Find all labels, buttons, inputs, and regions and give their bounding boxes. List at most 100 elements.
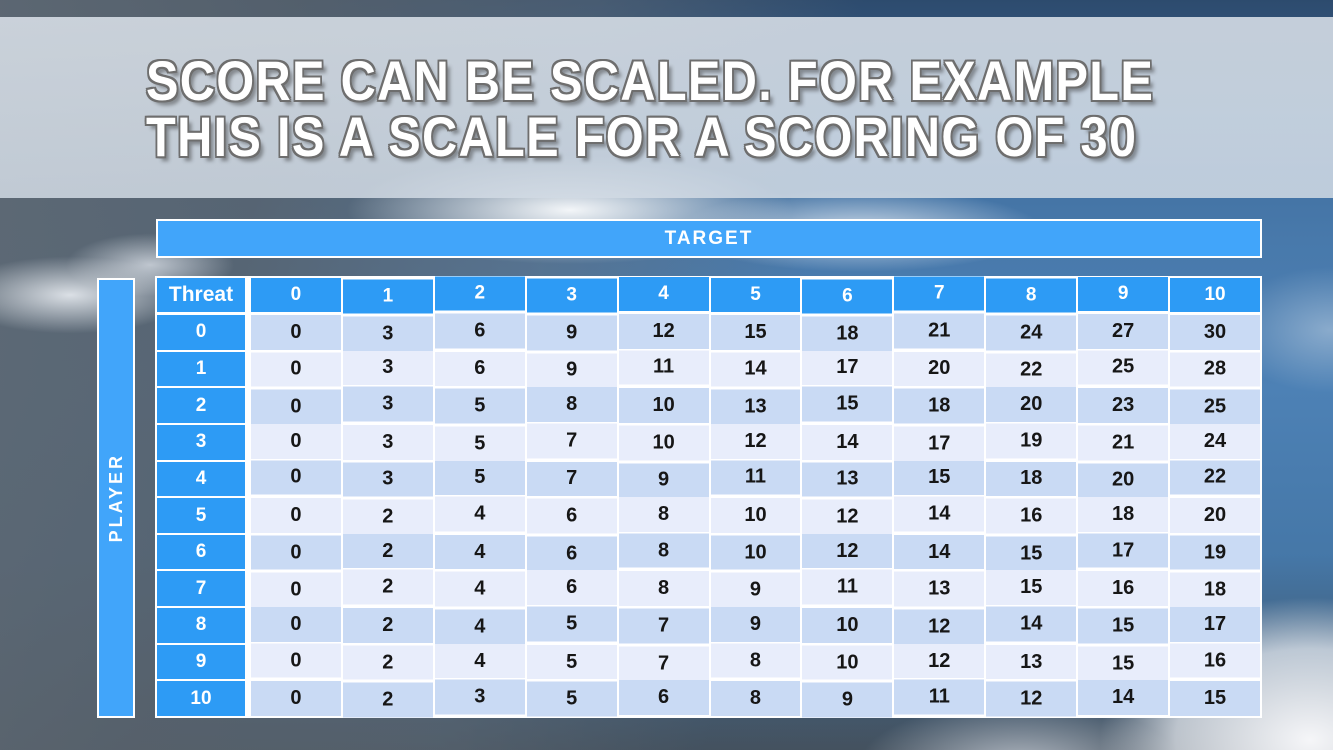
table-row-9: 9 0 2 4 5 7 8 10 12 13 15 16 — [157, 643, 1260, 681]
score-cell-r5-c4: 8 — [618, 497, 709, 532]
row-header-3: 3 — [157, 424, 245, 460]
table-row-5: 5 0 2 4 6 8 10 12 14 16 18 20 — [157, 496, 1260, 535]
row-header-2: 2 — [157, 388, 245, 423]
score-cell-r9-c8: 13 — [986, 644, 1077, 680]
row-header-9: 9 — [157, 644, 245, 680]
score-cell-r7-c3: 6 — [526, 570, 617, 606]
title-line-2: THIS IS A SCALE FOR A SCORING OF 30 — [146, 105, 1138, 168]
score-cell-r0-c4: 12 — [618, 314, 709, 349]
table-row-10: 10 0 2 3 5 6 8 9 11 12 14 15 — [157, 679, 1260, 718]
score-cell-r7-c5: 9 — [710, 572, 801, 608]
matrix-header-row: Threat 0 1 2 3 4 5 6 7 8 9 10 — [157, 276, 1260, 314]
row-header-10: 10 — [157, 681, 245, 717]
score-cell-r7-c9: 16 — [1078, 571, 1169, 607]
score-cell-r9-c6: 10 — [802, 645, 893, 680]
player-axis-bar: PLAYER — [97, 278, 135, 718]
score-cell-r10-c2: 3 — [434, 679, 525, 715]
table-row-1: 1 0 3 6 9 11 14 17 20 22 25 28 — [157, 350, 1260, 388]
score-cell-r6-c2: 4 — [434, 534, 525, 570]
score-cell-r5-c3: 6 — [526, 498, 617, 534]
score-cell-r3-c7: 17 — [894, 426, 985, 462]
score-cell-r3-c8: 19 — [986, 423, 1077, 459]
score-cell-r3-c3: 7 — [526, 423, 617, 459]
score-cell-r0-c8: 24 — [986, 315, 1077, 351]
score-cell-r2-c9: 23 — [1078, 388, 1169, 423]
score-cell-r10-c4: 6 — [618, 680, 709, 716]
score-cell-r7-c10: 18 — [1170, 572, 1260, 608]
score-cell-r10-c7: 11 — [894, 679, 985, 715]
score-cell-r3-c2: 5 — [434, 426, 525, 462]
score-cell-r4-c1: 3 — [342, 462, 433, 497]
score-cell-r0-c1: 3 — [342, 316, 433, 352]
score-cell-r6-c5: 10 — [710, 535, 801, 570]
score-cell-r9-c9: 15 — [1078, 646, 1169, 681]
score-cell-r5-c1: 2 — [342, 499, 433, 535]
score-cell-r7-c2: 4 — [434, 571, 525, 607]
score-cell-r10-c3: 5 — [526, 681, 617, 717]
score-cell-r4-c6: 13 — [802, 462, 893, 497]
score-cell-r1-c1: 3 — [342, 350, 433, 386]
score-cell-r5-c5: 10 — [710, 498, 801, 533]
score-cell-r6-c4: 8 — [618, 533, 709, 568]
score-cell-r0-c10: 30 — [1170, 315, 1260, 350]
score-cell-r1-c3: 9 — [526, 353, 617, 388]
score-cell-r4-c8: 18 — [986, 461, 1077, 497]
target-axis-label: TARGET — [664, 227, 754, 249]
score-cell-r4-c9: 20 — [1078, 463, 1169, 498]
slide-title: SCORE CAN BE SCALED. FOR EXAMPLE THIS IS… — [146, 53, 1154, 165]
row-header-5: 5 — [157, 498, 245, 533]
score-cell-r4-c10: 22 — [1170, 460, 1260, 495]
score-cell-r2-c4: 10 — [618, 388, 709, 423]
score-cell-r5-c6: 12 — [802, 499, 893, 535]
score-cell-r7-c8: 15 — [986, 570, 1077, 606]
score-cell-r0-c0: 0 — [251, 315, 341, 350]
score-cell-r3-c10: 24 — [1170, 423, 1260, 459]
score-cell-r8-c7: 12 — [894, 609, 985, 645]
score-cell-r4-c2: 5 — [434, 460, 525, 496]
score-cell-r6-c7: 14 — [894, 534, 985, 570]
score-cell-r2-c2: 5 — [434, 388, 525, 424]
score-cell-r6-c6: 12 — [802, 533, 893, 569]
score-cell-r7-c1: 2 — [342, 569, 433, 605]
score-cell-r9-c1: 2 — [342, 645, 433, 680]
score-cell-r1-c2: 6 — [434, 351, 525, 387]
row-header-0: 0 — [157, 315, 245, 350]
target-axis-bar: TARGET — [156, 219, 1262, 258]
score-cell-r6-c3: 6 — [526, 536, 617, 571]
player-axis-label: PLAYER — [105, 453, 126, 543]
score-cell-r4-c0: 0 — [251, 460, 341, 495]
score-cell-r10-c0: 0 — [251, 681, 341, 717]
score-cell-r10-c5: 8 — [710, 681, 801, 717]
score-cell-r9-c10: 16 — [1170, 643, 1260, 678]
table-row-3: 3 0 3 5 7 10 12 14 17 19 21 24 — [157, 423, 1260, 462]
score-cell-r2-c8: 20 — [986, 387, 1077, 422]
score-cell-r2-c0: 0 — [251, 389, 341, 425]
score-cell-r6-c1: 2 — [342, 533, 433, 569]
score-cell-r0-c6: 18 — [802, 316, 893, 352]
col-header-6: 6 — [802, 279, 893, 314]
score-cell-r3-c6: 14 — [802, 424, 893, 460]
score-matrix: Threat 0 1 2 3 4 5 6 7 8 9 10 0 0 3 6 9 12 15 18 21 24 27 30 1 0… — [155, 276, 1262, 718]
row-header-1: 1 — [157, 351, 245, 387]
row-header-8: 8 — [157, 608, 245, 643]
score-cell-r7-c0: 0 — [251, 572, 341, 608]
title-banner: SCORE CAN BE SCALED. FOR EXAMPLE THIS IS… — [0, 17, 1333, 198]
table-row-4: 4 0 3 5 7 9 11 13 15 18 20 22 — [157, 460, 1260, 498]
score-cell-r4-c4: 9 — [618, 463, 709, 498]
score-cell-r9-c7: 12 — [894, 643, 985, 679]
title-line-1: SCORE CAN BE SCALED. FOR EXAMPLE — [146, 49, 1155, 112]
score-cell-r8-c9: 15 — [1078, 608, 1169, 644]
score-cell-r8-c2: 4 — [434, 609, 525, 645]
col-header-8: 8 — [986, 278, 1077, 313]
score-cell-r9-c5: 8 — [710, 643, 801, 678]
score-cell-r1-c8: 22 — [986, 353, 1077, 388]
score-cell-r10-c6: 9 — [802, 682, 893, 718]
score-cell-r0-c7: 21 — [894, 313, 985, 349]
score-cell-r4-c5: 11 — [710, 460, 801, 495]
score-cell-r4-c7: 15 — [894, 460, 985, 496]
score-cell-r2-c6: 15 — [802, 386, 893, 422]
row-header-7: 7 — [157, 571, 245, 607]
score-cell-r2-c1: 3 — [342, 386, 433, 422]
score-cell-r4-c3: 7 — [526, 461, 617, 497]
score-cell-r0-c5: 15 — [710, 315, 801, 350]
